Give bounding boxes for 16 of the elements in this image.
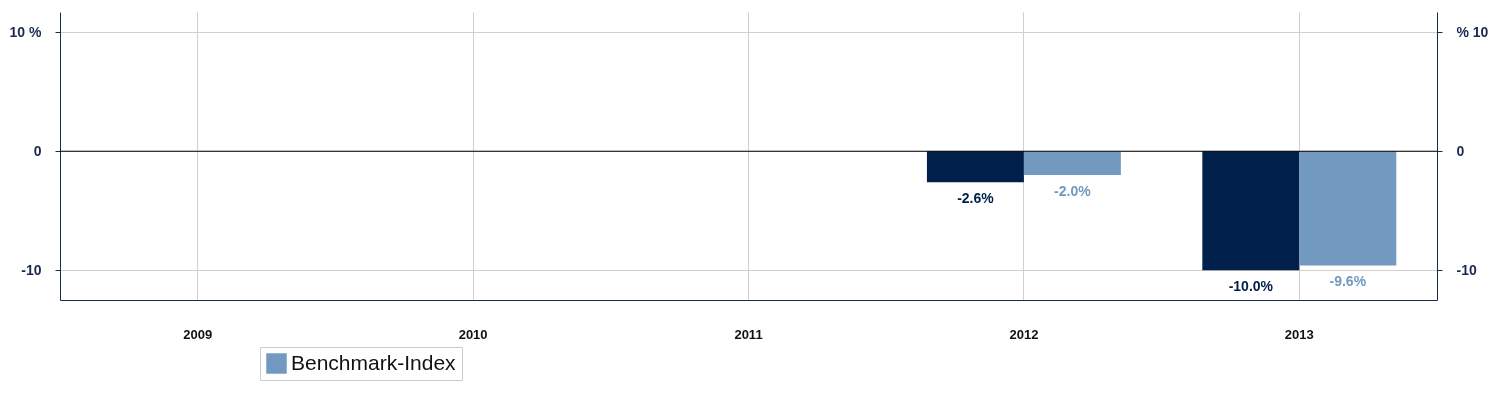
y2-tick-label: % 10 <box>1456 23 1489 40</box>
data-label: -10.0% <box>1228 278 1274 295</box>
y2-tick-label: 0 <box>1456 142 1465 159</box>
data-label: -9.6% <box>1329 273 1367 290</box>
y2-tick-label: -10 <box>1456 261 1477 278</box>
legend-label: Benchmark-Index <box>291 350 457 374</box>
x-tick-label: 2011 <box>734 326 763 342</box>
y-tick-label: 0 <box>33 142 42 159</box>
y-tick-label: -10 <box>21 261 42 278</box>
x-tick-label: 2012 <box>1009 326 1039 342</box>
x-tick-label: 2009 <box>183 326 213 342</box>
y-tick-label: 10 % <box>9 23 43 40</box>
data-label: -2.6% <box>957 190 995 207</box>
data-label: -2.0% <box>1054 183 1092 200</box>
x-tick-label: 2010 <box>458 326 488 342</box>
x-tick-label: 2013 <box>1284 326 1314 342</box>
